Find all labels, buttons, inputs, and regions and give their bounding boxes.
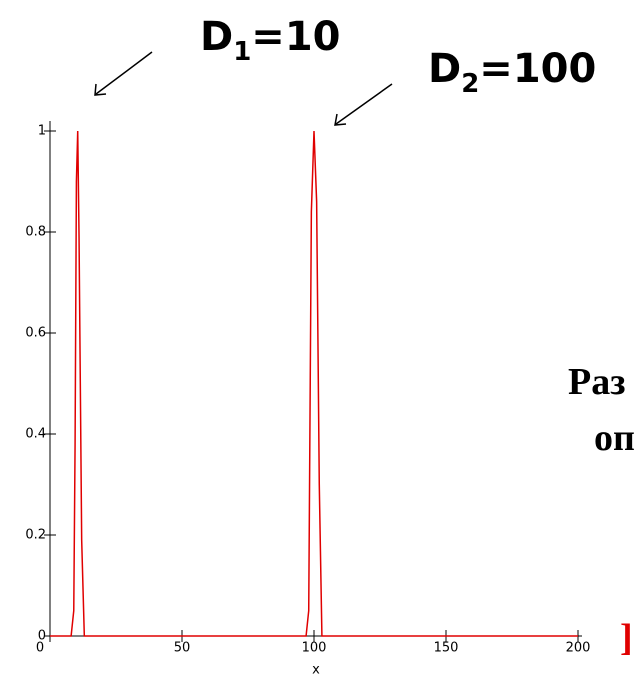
x-tick-label: 100 (302, 641, 327, 656)
annotation-base: D (428, 46, 461, 92)
x-tick-label: 0 (36, 641, 44, 656)
annotation-sub: 2 (461, 69, 479, 99)
arrow-head (334, 113, 347, 126)
arrow (95, 51, 153, 95)
arrow-head (94, 83, 107, 96)
x-axis-label: x (312, 663, 320, 678)
annotation-tail: =100 (479, 46, 596, 92)
annotation: D2=100 (428, 46, 596, 99)
y-tick-label: 0 (38, 629, 46, 644)
side-text: оп (594, 417, 635, 459)
y-tick-label: 0.6 (25, 326, 46, 341)
bracket: ] (620, 617, 633, 659)
arrow (335, 83, 393, 125)
x-tick-label: 50 (174, 641, 191, 656)
annotation: D1=10 (200, 14, 340, 67)
x-tick-label: 150 (434, 641, 459, 656)
side-text: Раз (568, 361, 625, 403)
y-tick-label: 1 (38, 124, 46, 139)
y-tick-label: 0.2 (25, 528, 46, 543)
x-tick-label: 200 (566, 641, 591, 656)
y-tick-label: 0.8 (25, 225, 46, 240)
annotation-tail: =10 (251, 14, 340, 60)
y-tick-label: 0.4 (25, 427, 46, 442)
annotation-base: D (200, 14, 233, 60)
line (50, 130, 578, 637)
annotation-sub: 1 (233, 37, 251, 67)
